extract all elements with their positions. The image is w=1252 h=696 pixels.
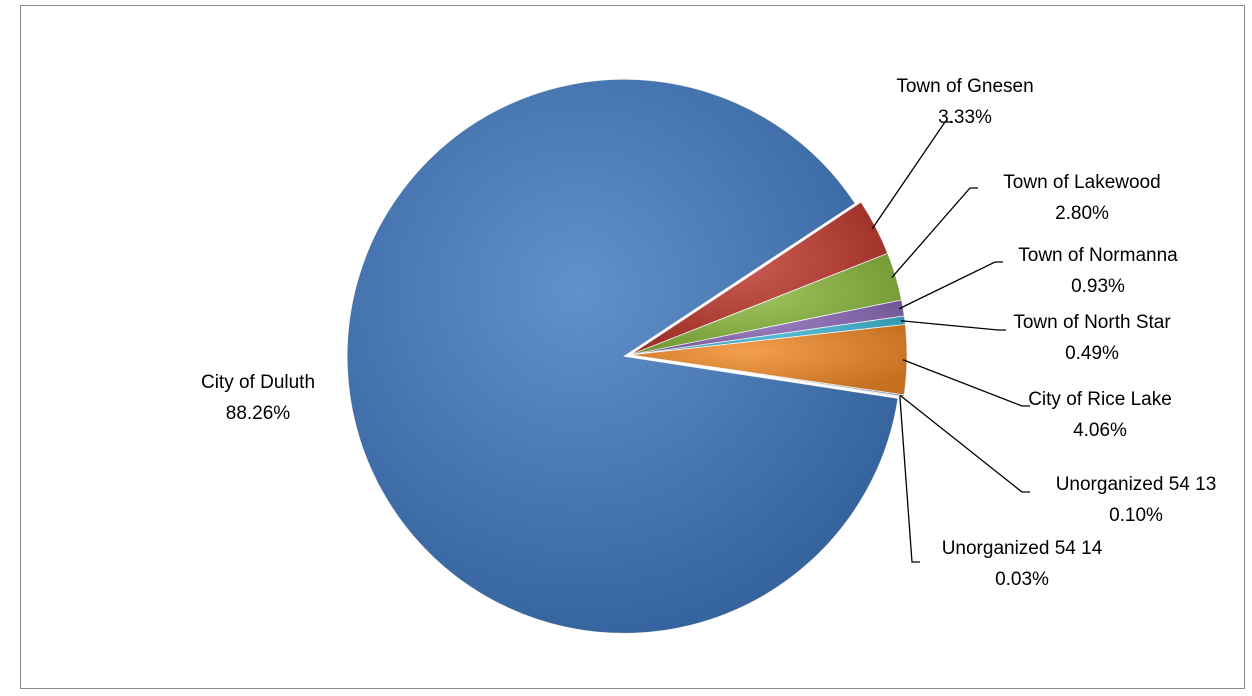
slice-percent-label: 0.93% [1071, 276, 1125, 297]
slice-label: Town of Gnesen [896, 76, 1033, 97]
slice-percent-label: 88.26% [226, 403, 291, 424]
leader-line [899, 394, 1030, 493]
leader-line [891, 187, 978, 279]
slice-label: City of Rice Lake [1028, 389, 1172, 410]
slice-percent-label: 2.80% [1055, 203, 1109, 224]
leader-line [871, 121, 953, 230]
leader-line [900, 320, 1006, 331]
slice-percent-label: 3.33% [938, 107, 992, 128]
pie-slice-shading [630, 300, 905, 355]
slice-percent-label: 0.49% [1065, 343, 1119, 364]
slice-label: Town of Lakewood [1003, 172, 1160, 193]
leader-line [902, 359, 1030, 407]
slice-label: City of Duluth [201, 372, 315, 393]
leader-line [898, 261, 1003, 310]
pie-slice-shading [630, 202, 888, 355]
slice-label: Unorganized 54 14 [942, 538, 1103, 559]
slice-percent-label: 0.10% [1109, 505, 1163, 526]
slice-label: Town of North Star [1013, 312, 1171, 333]
pie-slice-shading [630, 253, 902, 355]
pie-slice-shading [630, 316, 906, 355]
pie-slice-shading [630, 324, 907, 395]
slice-percent-label: 4.06% [1073, 420, 1127, 441]
pie-slice-shading [630, 355, 904, 398]
slice-percent-label: 0.03% [995, 569, 1049, 590]
slice-label: Unorganized 54 13 [1056, 474, 1217, 495]
leader-line [899, 396, 920, 563]
pie-slice-shading [347, 79, 898, 634]
slice-label: Town of Normanna [1018, 245, 1178, 266]
